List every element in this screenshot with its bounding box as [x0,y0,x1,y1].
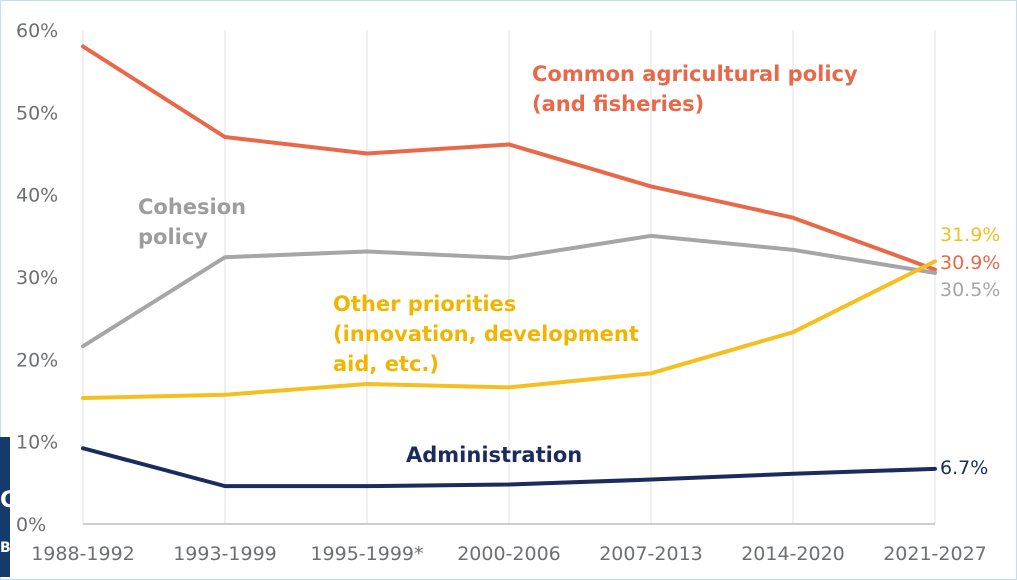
left-edge-logo [0,437,10,577]
axes [82,30,935,525]
x-tick-label: 2007-2013 [599,543,703,565]
left-edge-letter-g: G [0,488,10,513]
series-label-1: Cohesion [138,195,246,219]
x-tick-label: 2021-2027 [883,543,987,565]
series-label-0: Common agricultural policy [532,62,858,86]
end-value-label-0: 30.9% [940,252,1000,274]
series-lines [81,44,937,489]
x-tick-label: 1988-1992 [31,543,135,565]
series-label-2: Other priorities [333,292,516,316]
x-tick-label: 1993-1999 [173,543,277,565]
series-line-3 [81,446,937,489]
left-edge-letter-b: B [0,540,10,556]
series-label-3: Administration [406,443,582,467]
y-tick-label: 0% [16,514,46,536]
x-tick-label: 2000-2006 [457,543,561,565]
series-label-2: aid, etc.) [333,352,439,376]
y-tick-label: 30% [16,267,58,289]
y-tick-label: 20% [16,349,58,371]
y-tick-label: 10% [16,432,58,454]
tick-labels: 0% 10% 20% 30% 40% 50% 60% 1988-1992 1993-1999 19… [16,20,987,565]
series-line-1 [81,233,937,349]
end-value-label-1: 30.5% [940,279,1000,301]
x-tick-label: 1995-1999* [310,543,423,565]
end-value-label-2: 31.9% [940,224,1000,246]
series-label-0: (and fisheries) [532,92,704,116]
series-labels: Common agricultural policy (and fisheries… [138,62,1000,479]
y-tick-label: 60% [16,20,58,42]
series-line-2 [81,259,937,401]
series-label-2: (innovation, development [333,322,639,346]
y-tick-label: 40% [16,185,58,207]
gridlines [224,30,936,524]
y-tick-label: 50% [16,102,58,124]
series-line-0 [81,44,937,272]
end-value-label-3: 6.7% [940,457,988,479]
series-label-1: policy [138,225,208,249]
x-tick-label: 2014-2020 [741,543,845,565]
